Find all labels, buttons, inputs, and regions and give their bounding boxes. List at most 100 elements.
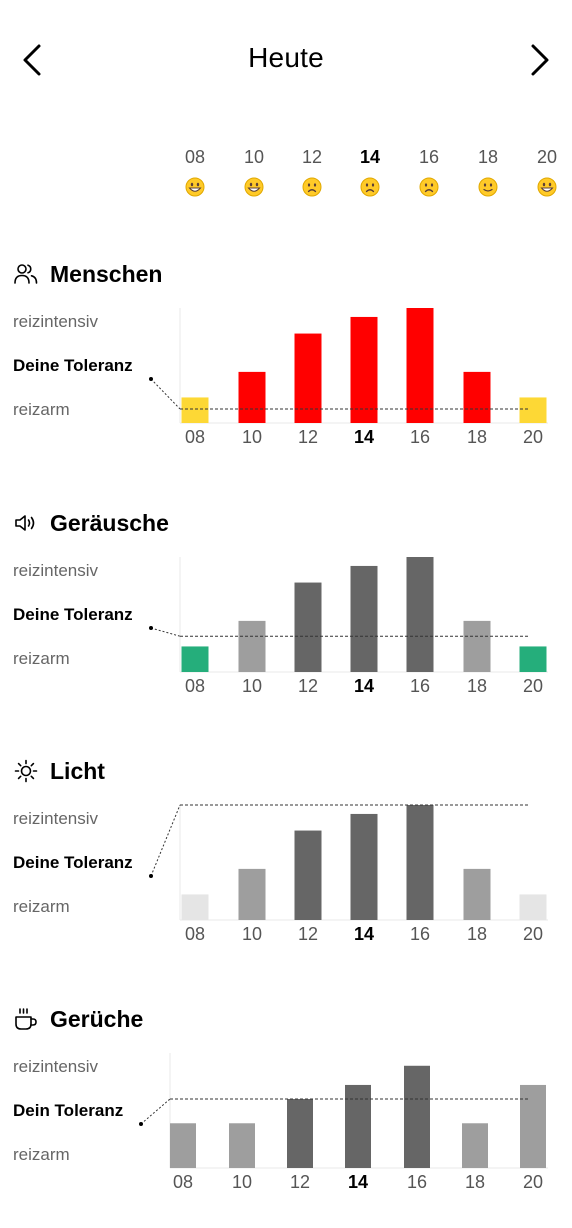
tolerance-label: Dein Toleranz — [13, 1101, 124, 1120]
section-heading-menschen: Menschen — [12, 258, 162, 290]
sun-icon — [12, 757, 40, 785]
x-tick-label: 18 — [465, 1172, 485, 1192]
chevron-left-icon — [23, 44, 41, 76]
mood-frowning-icon — [360, 177, 380, 197]
x-tick-label: 12 — [298, 924, 318, 944]
x-tick-label: 08 — [185, 676, 205, 696]
bar-14[interactable] — [350, 316, 378, 423]
timeline-hour-20[interactable]: 20 — [536, 147, 558, 167]
bar-14[interactable] — [350, 565, 378, 672]
axis-label-high: reizintensiv — [13, 809, 99, 828]
bar-18[interactable] — [463, 868, 491, 920]
x-tick-label: 08 — [185, 924, 205, 944]
timeline-hour-10[interactable]: 10 — [243, 147, 265, 167]
x-tick-label: 12 — [290, 1172, 310, 1192]
bar-12[interactable] — [287, 1099, 313, 1168]
axis-label-low: reizarm — [13, 1145, 70, 1164]
axis-label-low: reizarm — [13, 649, 70, 668]
bar-10[interactable] — [229, 1123, 255, 1168]
bar-18[interactable] — [463, 620, 491, 672]
timeline-hour-12[interactable]: 12 — [301, 147, 323, 167]
section-heading-gerueche: Gerüche — [12, 1003, 143, 1035]
bar-14[interactable] — [345, 1084, 371, 1168]
bar-16[interactable] — [406, 557, 434, 672]
timeline-hour-18[interactable]: 18 — [477, 147, 499, 167]
chevron-right-icon — [531, 44, 549, 76]
bar-20[interactable] — [519, 646, 547, 672]
x-tick-label: 14 — [354, 676, 374, 696]
x-tick-label: 20 — [523, 1172, 543, 1192]
x-tick-label: 14 — [348, 1172, 368, 1192]
axis-label-low: reizarm — [13, 897, 70, 916]
x-tick-label: 16 — [407, 1172, 427, 1192]
speaker-icon — [12, 509, 40, 537]
x-tick-label: 20 — [523, 427, 543, 447]
x-tick-label: 16 — [410, 924, 430, 944]
coffee-cup-icon — [12, 1005, 40, 1033]
tolerance-label: Deine Toleranz — [13, 605, 133, 624]
bar-20[interactable] — [519, 397, 547, 423]
x-tick-label: 14 — [354, 924, 374, 944]
back-button[interactable] — [13, 40, 53, 80]
timeline-hour-08[interactable]: 08 — [184, 147, 206, 167]
tolerance-label: Deine Toleranz — [13, 853, 133, 872]
bar-08[interactable] — [181, 397, 209, 423]
mood-grinning-icon — [537, 177, 557, 197]
bar-08[interactable] — [181, 646, 209, 672]
bar-08[interactable] — [170, 1123, 196, 1168]
section-heading-geraeusche: Geräusche — [12, 507, 169, 539]
section-heading-licht: Licht — [12, 755, 105, 787]
mood-grinning-icon — [185, 177, 205, 197]
bar-18[interactable] — [463, 371, 491, 423]
x-tick-label: 10 — [232, 1172, 252, 1192]
chart-geraeusche: 08 10 12 14 16 18 20 — [149, 557, 548, 696]
x-tick-label: 20 — [523, 676, 543, 696]
section-title: Gerüche — [50, 1005, 144, 1032]
bar-16[interactable] — [404, 1065, 430, 1168]
bar-10[interactable] — [238, 371, 266, 423]
x-tick-label: 18 — [467, 924, 487, 944]
bar-20[interactable] — [520, 1084, 546, 1168]
x-tick-label: 20 — [523, 924, 543, 944]
people-icon — [12, 260, 40, 288]
bar-14[interactable] — [350, 813, 378, 920]
section-title: Geräusche — [50, 509, 169, 536]
bar-20[interactable] — [519, 894, 547, 920]
tolerance-connector — [150, 378, 181, 410]
x-tick-label: 16 — [410, 427, 430, 447]
mood-slight-smile-icon — [478, 177, 498, 197]
page-title: Heute — [248, 42, 324, 73]
tolerance-label: Deine Toleranz — [13, 356, 133, 375]
bar-10[interactable] — [238, 620, 266, 672]
tolerance-dot — [149, 626, 153, 630]
tolerance-connector — [140, 1098, 171, 1125]
bar-16[interactable] — [406, 308, 434, 423]
chart-licht: 08 10 12 14 16 18 20 — [149, 804, 548, 944]
section-title: Licht — [50, 757, 105, 784]
timeline-hour-16[interactable]: 16 — [418, 147, 440, 167]
mood-frowning-icon — [419, 177, 439, 197]
bar-12[interactable] — [294, 830, 322, 920]
tolerance-connector — [150, 804, 181, 877]
bar-18[interactable] — [462, 1123, 488, 1168]
bar-12[interactable] — [294, 582, 322, 672]
tolerance-dot — [149, 874, 153, 878]
bar-16[interactable] — [406, 805, 434, 920]
tolerance-dot — [139, 1122, 143, 1126]
x-tick-label: 14 — [354, 427, 374, 447]
x-tick-label: 18 — [467, 676, 487, 696]
x-tick-label: 10 — [242, 924, 262, 944]
bar-10[interactable] — [238, 868, 266, 920]
x-tick-label: 16 — [410, 676, 430, 696]
bar-08[interactable] — [181, 894, 209, 920]
forward-button[interactable] — [519, 40, 559, 80]
tolerance-dot — [149, 377, 153, 381]
axis-label-high: reizintensiv — [13, 1057, 99, 1076]
axis-label-low: reizarm — [13, 400, 70, 419]
tolerance-connector — [150, 627, 181, 637]
x-tick-label: 10 — [242, 676, 262, 696]
timeline-hour-14[interactable]: 14 — [359, 147, 381, 167]
bar-12[interactable] — [294, 333, 322, 423]
mood-grinning-icon — [244, 177, 264, 197]
x-tick-label: 10 — [242, 427, 262, 447]
